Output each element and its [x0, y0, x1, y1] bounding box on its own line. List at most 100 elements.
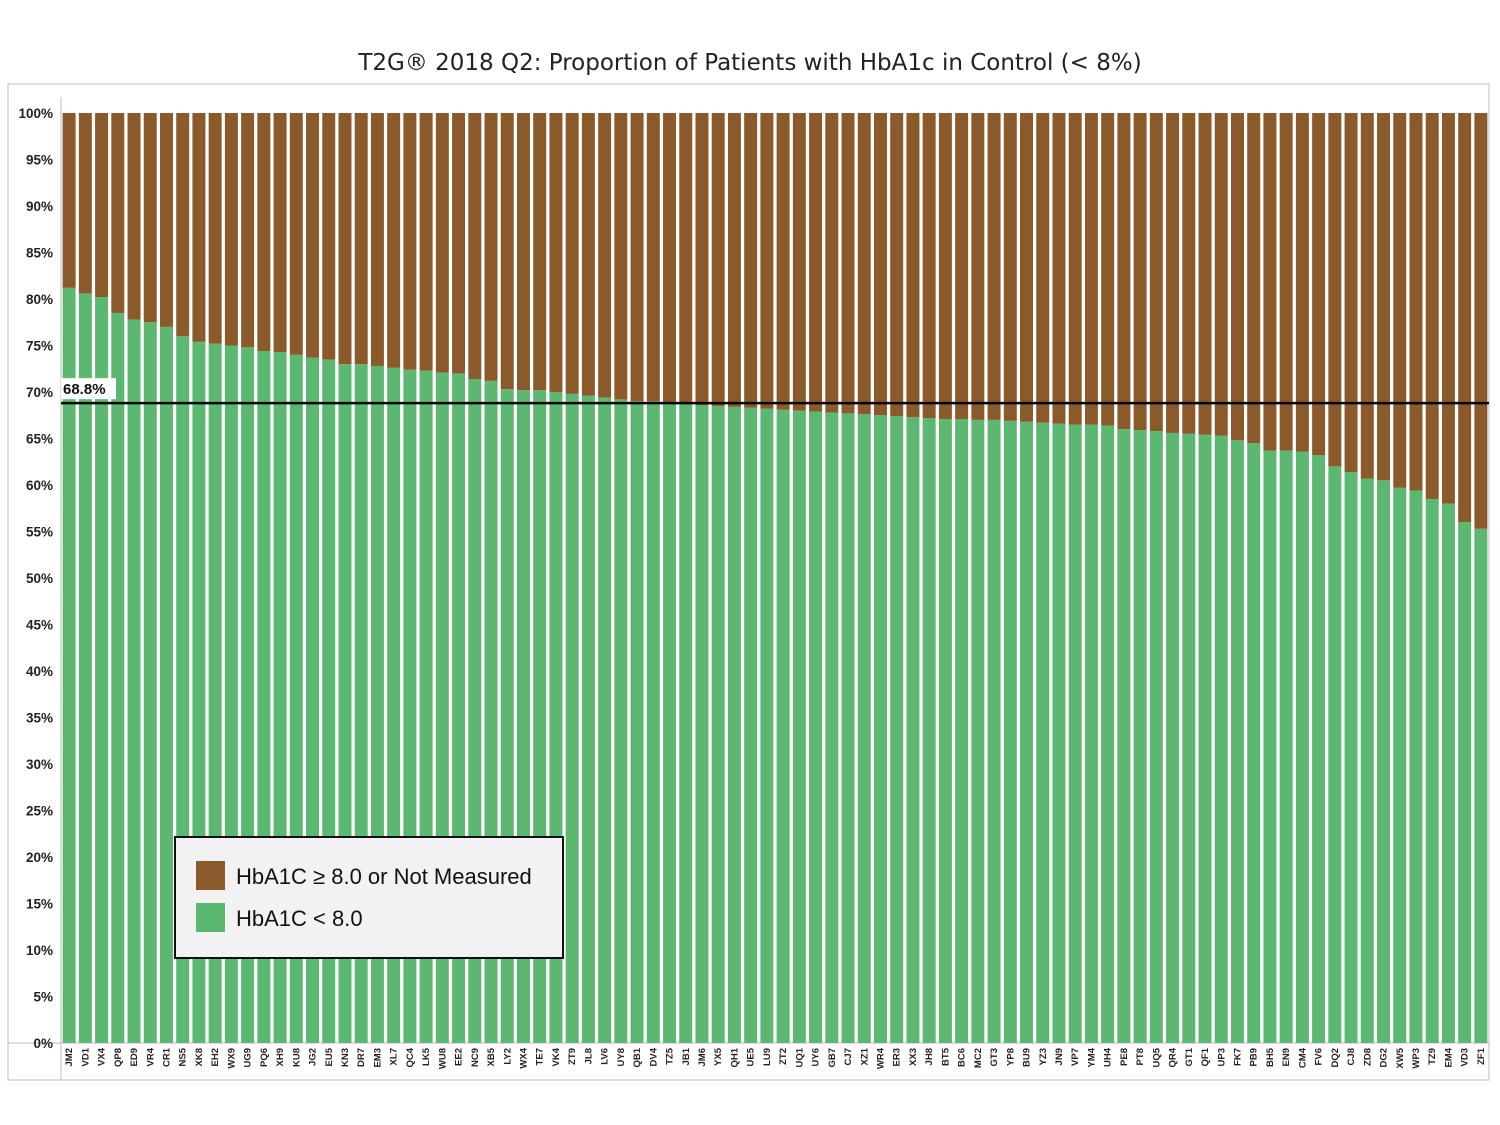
bar-not-in-control [1052, 113, 1066, 424]
bar-not-in-control [516, 113, 530, 391]
bar-not-in-control [809, 113, 823, 412]
x-tick-label: XK8 [194, 1048, 205, 1066]
bar-in-control [581, 395, 595, 1044]
bar-not-in-control [1182, 113, 1196, 434]
x-tick-label: UE5 [746, 1047, 757, 1066]
bar-in-control [663, 403, 677, 1043]
bar-not-in-control [792, 113, 806, 411]
bar-not-in-control [257, 113, 271, 352]
bar-not-in-control [1474, 113, 1488, 529]
x-tick-label: QF1 [1200, 1047, 1211, 1066]
bar-not-in-control [1149, 113, 1163, 432]
legend-box [174, 836, 564, 959]
bar-not-in-control [403, 113, 417, 370]
legend-swatch [196, 903, 225, 932]
bar-in-control [78, 293, 92, 1043]
bar-not-in-control [1230, 113, 1244, 441]
bar-in-control [711, 405, 725, 1043]
bar-not-in-control [955, 113, 969, 419]
y-tick-label: 100% [18, 106, 53, 121]
bar-not-in-control [1393, 113, 1407, 488]
bar-not-in-control [1003, 113, 1017, 421]
bar-in-control [727, 406, 741, 1043]
x-tick-label: NS5 [178, 1047, 189, 1066]
x-tick-label: UQ5 [1151, 1047, 1162, 1067]
x-tick-label: VD1 [80, 1047, 91, 1066]
bar-in-control [62, 287, 76, 1044]
bar-not-in-control [679, 113, 693, 405]
bar-not-in-control [176, 113, 190, 337]
x-tick-label: BT5 [940, 1047, 951, 1066]
x-tick-label: QP8 [113, 1048, 124, 1067]
x-tick-label: EN9 [1281, 1048, 1292, 1066]
y-tick-label: 70% [26, 385, 53, 400]
bar-in-control [873, 415, 887, 1043]
bar-not-in-control [922, 113, 936, 419]
bar-not-in-control [565, 113, 579, 394]
bar-not-in-control [1133, 113, 1147, 431]
x-tick-label: XW5 [1395, 1047, 1406, 1068]
y-tick-label: 10% [26, 943, 53, 958]
bar-not-in-control [1247, 113, 1261, 444]
x-tick-label: KN3 [340, 1048, 351, 1067]
bar-in-control [1328, 466, 1342, 1043]
x-tick-label: DV4 [648, 1047, 659, 1066]
bar-in-control [922, 418, 936, 1043]
bar-not-in-control [192, 113, 206, 342]
bar-not-in-control [776, 113, 790, 410]
x-tick-label: ED9 [129, 1048, 140, 1066]
bar-in-control [1409, 490, 1423, 1044]
bar-in-control [565, 393, 579, 1043]
bar-in-control [1377, 480, 1391, 1044]
x-tick-label: ZT2 [778, 1048, 789, 1065]
bar-not-in-control [500, 113, 514, 390]
x-tick-label: GB7 [827, 1048, 838, 1068]
bar-in-control [1360, 478, 1374, 1043]
x-tick-label: XX3 [908, 1048, 919, 1066]
bar-in-control [1068, 424, 1082, 1043]
x-tick-label: XB5 [486, 1047, 497, 1066]
bar-in-control [1214, 435, 1228, 1044]
x-tick-label: WX9 [226, 1048, 237, 1069]
bar-not-in-control [127, 113, 141, 320]
bar-not-in-control [1214, 113, 1228, 436]
bar-in-control [776, 409, 790, 1043]
x-tick-label: QC4 [405, 1047, 416, 1067]
bar-in-control [744, 407, 758, 1043]
x-tick-label: VP7 [1070, 1048, 1081, 1066]
y-tick-label: 90% [26, 199, 53, 214]
bar-not-in-control [484, 113, 498, 381]
x-tick-label: ZT9 [567, 1048, 578, 1065]
bar-in-control [1052, 423, 1066, 1043]
x-tick-label: BH5 [1265, 1047, 1276, 1067]
y-tick-label: 15% [26, 897, 53, 912]
x-tick-label: JH8 [924, 1048, 935, 1065]
y-tick-label: 40% [26, 664, 53, 679]
bar-not-in-control [890, 113, 904, 417]
bar-in-control [1182, 433, 1196, 1044]
x-tick-label: DR7 [356, 1048, 367, 1067]
bar-in-control [1101, 425, 1115, 1044]
x-tick-label: UY8 [616, 1048, 627, 1066]
x-tick-label: VK4 [551, 1047, 562, 1066]
bar-not-in-control [1344, 113, 1358, 472]
bar-in-control [841, 413, 855, 1043]
y-tick-label: 85% [26, 246, 53, 261]
bar-not-in-control [971, 113, 985, 420]
x-tick-label: TE7 [535, 1048, 546, 1065]
bar-not-in-control [873, 113, 887, 416]
bar-not-in-control [1263, 113, 1277, 451]
bar-in-control [679, 404, 693, 1044]
bar-not-in-control [354, 113, 368, 365]
x-tick-label: LU9 [762, 1048, 773, 1066]
bar-not-in-control [1068, 113, 1082, 425]
x-tick-label: WU8 [437, 1048, 448, 1069]
bar-in-control [1149, 431, 1163, 1043]
bar-in-control [646, 401, 660, 1043]
x-tick-label: YP8 [1005, 1048, 1016, 1066]
bar-in-control [906, 417, 920, 1043]
bar-not-in-control [241, 113, 255, 348]
bar-not-in-control [1377, 113, 1391, 481]
y-tick-label: 45% [26, 618, 53, 633]
x-tick-label: XZ1 [859, 1047, 870, 1065]
